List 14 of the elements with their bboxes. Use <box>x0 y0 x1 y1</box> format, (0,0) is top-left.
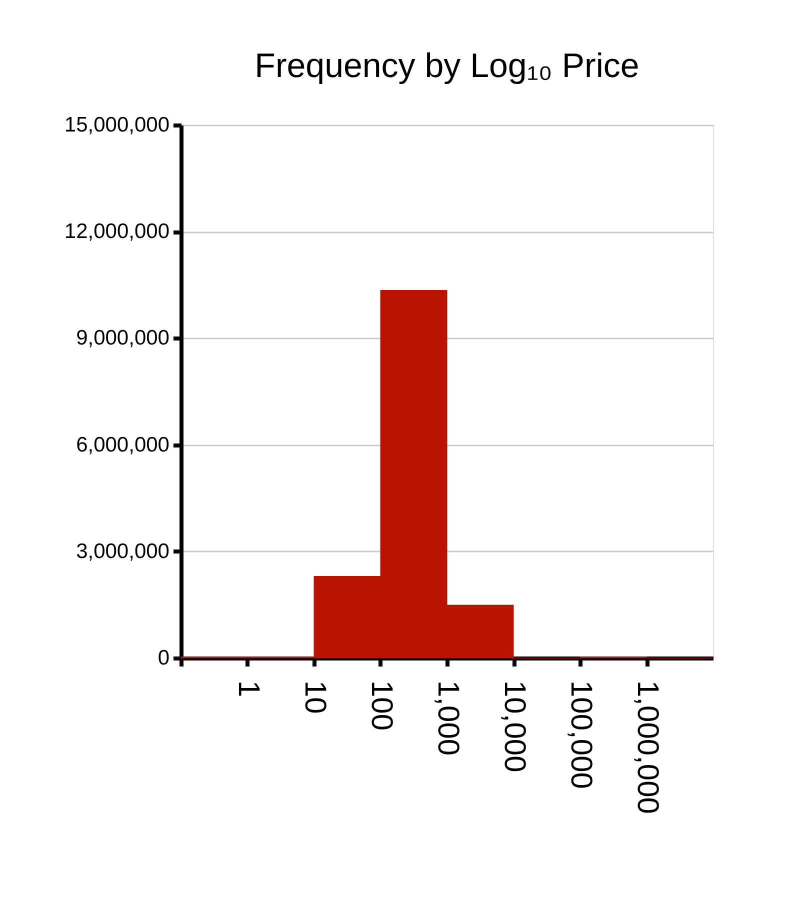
y-tick-label: 12,000,000 <box>64 220 170 244</box>
x-tick-label: 100,000 <box>564 680 598 789</box>
y-tick-label: 3,000,000 <box>76 540 170 563</box>
x-tick-label: 1,000,000 <box>631 680 664 814</box>
x-tick-label: 1,000 <box>432 680 464 756</box>
x-tick-label: 10,000 <box>498 680 531 772</box>
y-tick-label: 0 <box>158 646 170 670</box>
x-tick-label: 1 <box>232 680 265 698</box>
y-tick-label: 15,000,000 <box>64 114 170 136</box>
y-tick-label: 6,000,000 <box>76 433 170 456</box>
y-tick-label: 9,000,000 <box>76 326 170 350</box>
x-tick-label: 10 <box>298 680 332 714</box>
chart-title: Frequency by Log₁₀ Price <box>254 47 640 85</box>
x-tick-label: 100 <box>365 680 398 731</box>
